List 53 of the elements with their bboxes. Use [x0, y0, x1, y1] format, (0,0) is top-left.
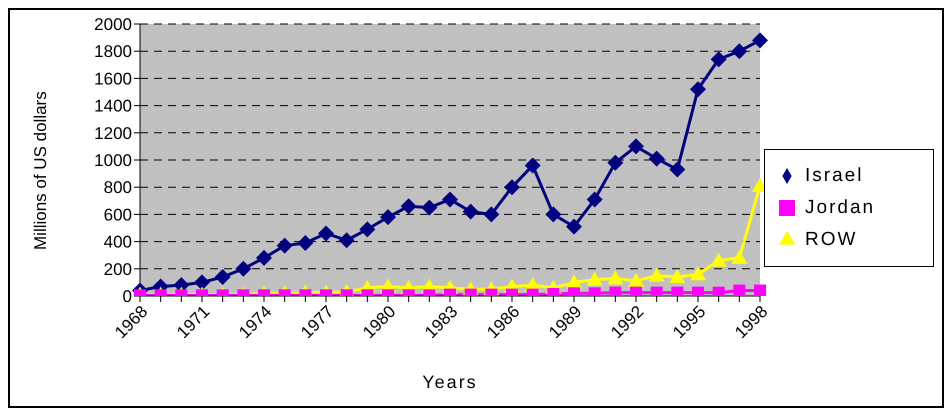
y-axis-title: Millions of US dollars: [31, 91, 50, 250]
y-tick-label: 1600: [94, 69, 132, 88]
point: [297, 234, 314, 251]
point: [566, 218, 582, 235]
legend-label: ROW: [805, 229, 858, 250]
y-tick-label: 600: [104, 205, 132, 224]
point: [586, 272, 603, 286]
y-tick-label: 1000: [94, 151, 132, 170]
point: [628, 273, 644, 288]
point: [690, 266, 706, 280]
point: [194, 274, 210, 290]
point: [504, 179, 520, 196]
point: [669, 268, 686, 283]
point: [669, 162, 686, 178]
y-tick-label: 800: [104, 178, 132, 198]
point: [628, 138, 644, 154]
point: [710, 252, 727, 267]
point: [648, 268, 665, 282]
point: [607, 154, 624, 171]
legend-label: Jordan: [805, 197, 876, 218]
point: [235, 260, 252, 277]
point: [545, 206, 562, 222]
point: [359, 221, 376, 238]
y-tick-label: 2000: [94, 15, 132, 34]
point: [710, 51, 727, 68]
point: [731, 250, 748, 264]
point: [483, 206, 500, 222]
y-tick-label: 1200: [94, 124, 132, 143]
point: [648, 150, 665, 167]
point: [276, 238, 293, 254]
y-tick-label: 1400: [94, 96, 132, 116]
legend-label: Israel: [805, 165, 864, 186]
point: [442, 191, 458, 208]
point: [607, 270, 624, 284]
y-tick-label: 200: [104, 260, 132, 279]
point: [754, 284, 766, 296]
point: [338, 232, 355, 248]
point: [733, 284, 746, 296]
point: [731, 43, 748, 60]
point: [214, 268, 231, 285]
point: [462, 204, 479, 220]
point: [400, 198, 417, 214]
point: [690, 81, 706, 98]
y-tick-label: 400: [104, 232, 132, 252]
point: [318, 225, 334, 242]
point: [421, 200, 438, 216]
point: [586, 191, 603, 208]
point: [380, 209, 396, 226]
x-axis-title: Years: [422, 372, 478, 392]
y-tick-label: 0: [122, 287, 132, 306]
point: [256, 250, 272, 266]
y-tick-label: 1800: [94, 42, 132, 62]
point: [524, 157, 541, 174]
